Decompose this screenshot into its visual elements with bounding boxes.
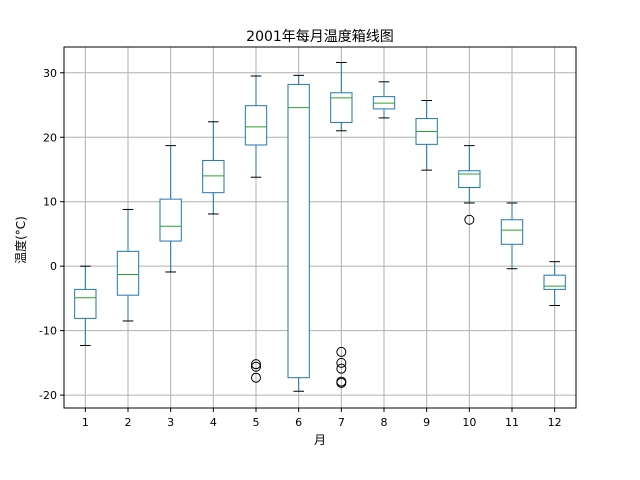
- box-month-7: [330, 61, 353, 388]
- y-tick-label: 20: [43, 131, 57, 144]
- box-series: [74, 61, 566, 392]
- y-tick-label: 30: [43, 67, 57, 80]
- x-axis-label: 月: [314, 433, 326, 447]
- plot-frame: [63, 46, 577, 409]
- iqr-box: [202, 159, 225, 194]
- box-month-2: [116, 208, 140, 322]
- x-tick-label: 6: [295, 416, 302, 429]
- x-tick-label: 5: [253, 416, 260, 429]
- x-tick-label: 3: [167, 416, 174, 429]
- box-month-9: [415, 100, 438, 171]
- x-axis: 1 2 3 4 5 6 7 8 9 10 11 12: [82, 408, 562, 429]
- x-tick-label: 12: [548, 416, 562, 429]
- iqr-box: [74, 288, 97, 319]
- x-tick-label: 8: [381, 416, 388, 429]
- y-tick-label: 10: [43, 196, 57, 209]
- y-axis-label: 温度(°C): [13, 216, 28, 264]
- box-month-4: [202, 121, 225, 215]
- x-tick-label: 9: [423, 416, 430, 429]
- iqr-box: [543, 274, 566, 290]
- outlier-point: [336, 377, 347, 388]
- iqr-box: [159, 198, 182, 242]
- y-tick-label: -10: [39, 325, 57, 338]
- box-month-11: [500, 202, 524, 270]
- iqr-box: [244, 105, 268, 146]
- iqr-box: [116, 250, 140, 296]
- iqr-box: [458, 170, 481, 189]
- outlier-point: [336, 363, 347, 374]
- iqr-box: [287, 83, 310, 379]
- box-month-3: [159, 145, 182, 273]
- box-month-6: [287, 74, 310, 392]
- x-tick-label: 7: [338, 416, 345, 429]
- outlier-point: [251, 359, 261, 370]
- y-tick-label: -20: [39, 389, 57, 402]
- x-tick-label: 10: [462, 416, 476, 429]
- x-tick-label: 1: [82, 416, 89, 429]
- iqr-box: [330, 92, 353, 123]
- grid-lines: [64, 47, 576, 408]
- y-axis: -20 -10 0 10 20 30: [39, 67, 64, 402]
- box-month-12: [543, 261, 566, 307]
- outlier-point: [251, 361, 261, 372]
- box-month-8: [372, 81, 396, 119]
- outlier-point: [336, 357, 347, 368]
- y-tick-label: 0: [50, 260, 57, 273]
- x-tick-label: 11: [505, 416, 519, 429]
- x-tick-label: 4: [210, 416, 217, 429]
- x-tick-label: 2: [125, 416, 132, 429]
- box-month-5: [244, 75, 268, 383]
- outlier-point: [336, 346, 347, 357]
- outlier-point: [251, 372, 261, 383]
- outlier-point: [464, 214, 475, 225]
- box-month-10: [458, 145, 481, 225]
- box-month-1: [74, 265, 97, 346]
- iqr-box: [500, 219, 524, 245]
- chart-title: 2001年每月温度箱线图: [246, 29, 394, 45]
